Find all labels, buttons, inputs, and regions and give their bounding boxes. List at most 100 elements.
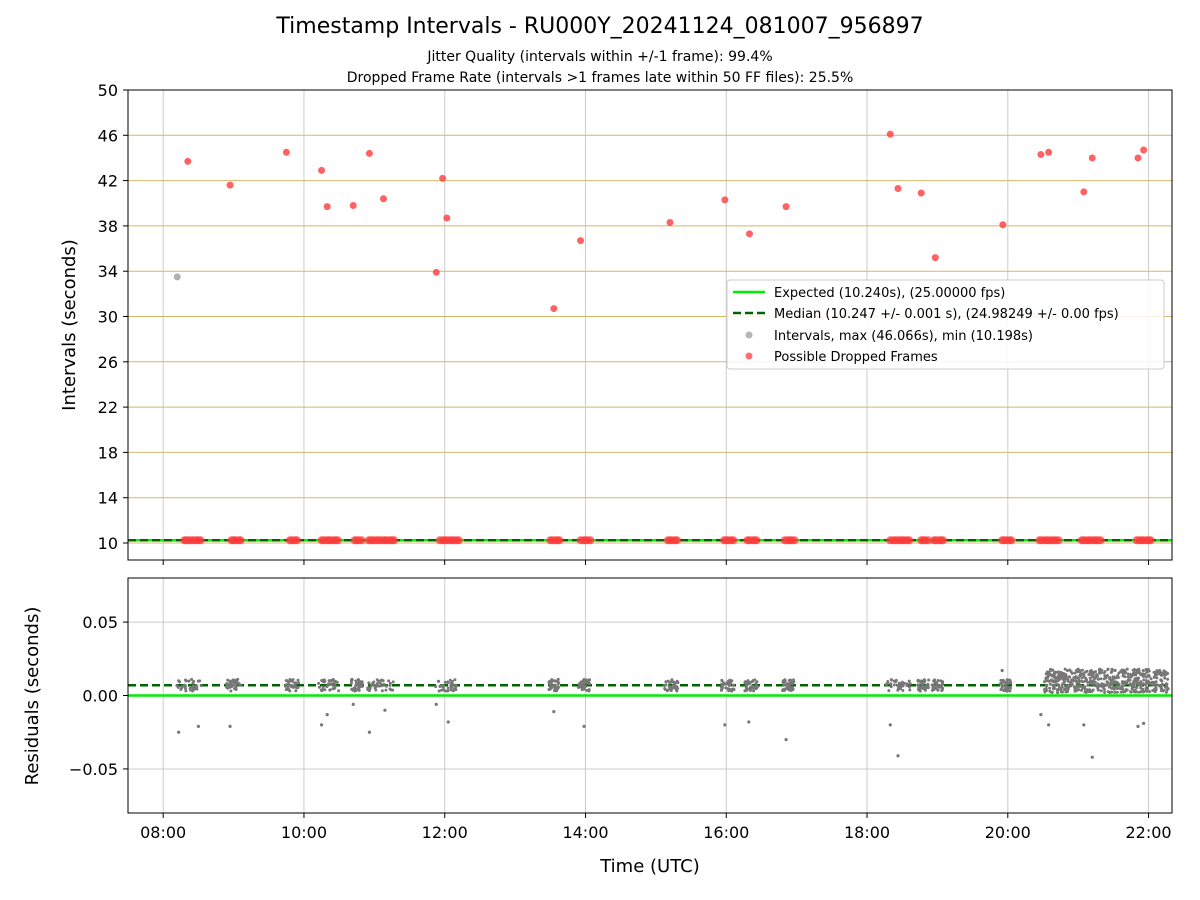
residual-outlier-12: [723, 723, 727, 727]
residual-point-17-506: [1077, 678, 1081, 682]
residual-point-17-222: [1096, 682, 1100, 686]
residual-point-17-348: [1113, 668, 1117, 672]
residual-point-17-465: [1132, 667, 1136, 671]
residual-outlier-6: [367, 730, 372, 734]
residual-point-14-31: [918, 686, 922, 690]
legend-box: [726, 279, 1165, 370]
residual-outlier-20: [1082, 723, 1086, 727]
residual-point-17-376: [1133, 677, 1137, 681]
dropped-point-14: [721, 196, 729, 204]
residual-point-17-292: [1114, 680, 1118, 684]
residual-point-17-502: [1120, 670, 1124, 674]
residual-point-1-35: [228, 685, 232, 689]
residual-point-17-386: [1080, 688, 1084, 692]
residual-point-10-35: [731, 683, 735, 687]
jitter-quality-subtitle: Jitter Quality (intervals within +/-1 fr…: [427, 49, 773, 65]
residual-point-2-1: [297, 681, 301, 685]
residual-point-17-187: [1063, 667, 1067, 671]
residual-point-17-342: [1164, 685, 1168, 689]
residual-point-6-8: [439, 688, 443, 692]
legend-intervals-swatch: [745, 331, 753, 339]
residual-point-17-505: [1071, 678, 1075, 682]
residual-point-3-22: [332, 686, 336, 690]
residual-point-17-484: [1110, 683, 1114, 687]
residual-point-9-3: [667, 684, 671, 688]
residual-point-6-28: [434, 685, 438, 689]
residual-point-3-26: [317, 685, 321, 689]
x-tick-label-0800: 08:00: [140, 823, 186, 842]
residual-point-5-7: [367, 681, 371, 685]
residual-point-1-21: [225, 685, 229, 689]
residual-point-17-392: [1074, 676, 1078, 680]
residual-point-10-34: [725, 680, 729, 684]
residual-point-17-495: [1068, 668, 1072, 672]
dropped-point-24: [1080, 188, 1088, 196]
y-tick-label-top-18: 18: [98, 443, 118, 462]
residual-point-17-411: [1149, 677, 1153, 681]
residual-point-17-343: [1115, 687, 1119, 691]
dropped-point-20: [931, 254, 939, 262]
residual-point-2-27: [293, 682, 297, 686]
residual-point-17-93: [1166, 677, 1170, 681]
residual-point-15-28: [931, 685, 935, 689]
residual-point-0-4: [192, 679, 196, 683]
residual-point-17-409: [1086, 683, 1090, 687]
residual-point-17-235: [1074, 679, 1078, 683]
residual-point-17-315: [1153, 670, 1157, 674]
residual-point-1-7: [225, 682, 229, 686]
residual-point-17-428: [1108, 690, 1112, 694]
residual-point-3-32: [333, 684, 337, 688]
residual-point-4-27: [360, 684, 364, 688]
residual-point-17-489: [1046, 673, 1050, 677]
residual-point-10-30: [726, 687, 730, 691]
residual-point-1-27: [234, 681, 238, 685]
residual-point-11-29: [745, 681, 749, 685]
residual-point-9-20: [674, 684, 678, 688]
residual-point-6-33: [451, 689, 455, 693]
residual-point-17-246: [1126, 672, 1130, 676]
residual-point-6-21: [446, 686, 450, 690]
y-tick-label-top-30: 30: [98, 308, 118, 327]
residual-point-3-31: [328, 688, 332, 692]
residual-point-7-10: [552, 689, 556, 693]
residual-point-17-410: [1161, 689, 1165, 693]
dropped-point-23: [1045, 148, 1053, 156]
residual-point-2-34: [284, 684, 288, 688]
y-tick-label-top-38: 38: [98, 217, 118, 236]
residual-point-17-467: [1112, 686, 1116, 690]
residual-point-9-25: [675, 689, 679, 693]
dropped-baseline-point-40: [390, 536, 399, 545]
intervals-frame: [127, 89, 1173, 561]
residual-point-12-34: [781, 680, 785, 684]
residual-point-17-515: [1142, 690, 1146, 694]
residual-point-2-14: [284, 679, 288, 683]
dropped-point-26: [1134, 154, 1142, 162]
residual-point-15-32: [933, 678, 937, 682]
residual-point-0-32: [180, 686, 184, 690]
residual-outlier-13: [747, 720, 751, 724]
residual-point-15-17: [934, 684, 938, 688]
residual-point-17-438: [1092, 670, 1096, 674]
residual-point-17-477: [1052, 686, 1056, 690]
residual-outlier-17: [1000, 668, 1004, 673]
residual-point-17-471: [1086, 688, 1090, 692]
residual-point-5-26: [379, 684, 383, 688]
residual-point-17-335: [1105, 683, 1109, 687]
residual-point-6-9: [437, 679, 441, 683]
residual-point-13-20: [884, 683, 888, 687]
residual-point-17-109: [1127, 675, 1131, 679]
residual-point-17-401: [1092, 680, 1096, 684]
residual-point-17-398: [1139, 680, 1143, 684]
residual-outlier-14: [784, 737, 788, 742]
residual-point-5-18: [391, 688, 395, 692]
y-tick-label-top-26: 26: [98, 353, 118, 372]
residual-point-13-0: [908, 682, 912, 686]
residual-point-17-433: [1042, 680, 1046, 684]
residual-point-14-19: [916, 678, 920, 682]
dropped-point-15: [745, 230, 753, 238]
residual-point-11-27: [753, 678, 757, 682]
legend-dropped-swatch: [745, 352, 753, 360]
dropped-baseline-point-120: [1096, 536, 1105, 545]
residual-point-17-29: [1148, 689, 1152, 693]
residual-outlier-9: [446, 720, 450, 724]
